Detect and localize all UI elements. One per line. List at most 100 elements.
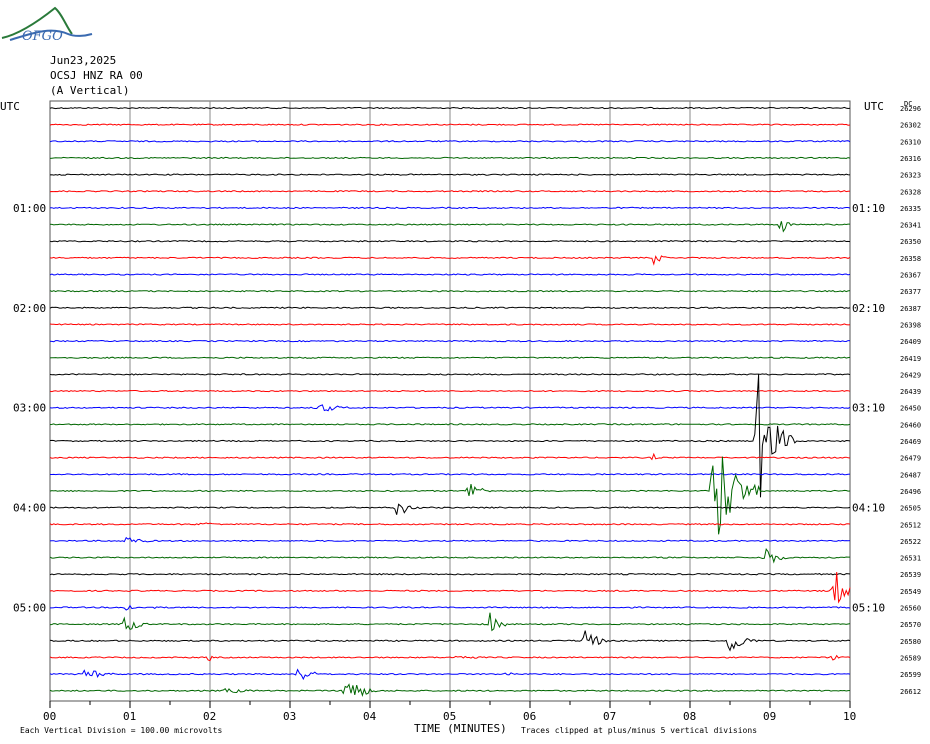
- seismic-trace: [49, 503, 851, 515]
- seismic-trace: [49, 612, 851, 632]
- dc-offset-label: 26377: [900, 288, 921, 296]
- x-tick-label: 03: [283, 710, 296, 723]
- x-axis-title: TIME (MINUTES): [414, 722, 507, 735]
- seismic-trace: [49, 221, 850, 233]
- dc-offset-label: 26612: [900, 688, 921, 696]
- seismic-trace: [49, 190, 851, 193]
- seismic-trace: [49, 356, 851, 359]
- seismic-trace: [49, 290, 851, 293]
- left-hour-label: 02:00: [13, 302, 46, 315]
- dc-offset-label: 26469: [900, 438, 921, 446]
- seismic-trace: [49, 389, 851, 393]
- dc-offset-label: 26570: [900, 621, 921, 629]
- dc-offset-label: 26398: [900, 321, 921, 329]
- dc-offset-label: 26560: [900, 605, 921, 613]
- dc-offset-label: 26419: [900, 355, 921, 363]
- dc-label: DC: [904, 100, 912, 108]
- seismic-trace: [49, 404, 851, 412]
- dc-offset-label: 26341: [900, 222, 921, 230]
- logo-text: OFGO: [22, 29, 63, 44]
- date-label: Jun23,2025: [50, 54, 117, 67]
- dc-offset-label: 26531: [900, 555, 921, 563]
- x-tick-label: 05: [443, 710, 456, 723]
- seismic-trace: [49, 106, 851, 110]
- seismic-trace: [49, 123, 851, 126]
- left-hour-label: 03:00: [13, 402, 46, 415]
- dc-offset-label: 26302: [900, 122, 921, 130]
- seismic-trace: [49, 173, 851, 176]
- x-tick-label: 04: [363, 710, 377, 723]
- dc-offset-label: 26460: [900, 421, 921, 429]
- seismic-trace: [50, 473, 851, 476]
- seismic-trace: [49, 683, 851, 697]
- right-hour-label: 04:10: [852, 502, 885, 515]
- seismic-trace: [50, 604, 851, 611]
- seismic-trace: [49, 273, 851, 276]
- x-tick-label: 09: [763, 710, 776, 723]
- seismic-trace: [49, 374, 851, 498]
- dc-offset-label: 26496: [900, 488, 921, 496]
- x-tick-label: 10: [843, 710, 856, 723]
- seismic-trace: [49, 206, 851, 210]
- dc-offset-label: 26539: [900, 571, 921, 579]
- seismic-trace: [49, 373, 851, 376]
- right-utc-label: UTC: [864, 100, 884, 113]
- seismic-trace: [49, 240, 851, 243]
- seismic-trace: [49, 423, 851, 426]
- x-tick-label: 02: [203, 710, 216, 723]
- right-hour-label: 03:10: [852, 402, 885, 415]
- dc-offset-label: 26487: [900, 471, 921, 479]
- dc-offset-label: 26580: [900, 638, 921, 646]
- ofgo-logo: OFGO: [1, 6, 93, 44]
- x-tick-label: 06: [523, 710, 536, 723]
- dc-offset-label: 26439: [900, 388, 921, 396]
- dc-offset-label: 26599: [900, 671, 921, 679]
- dc-offset-label: 26450: [900, 405, 921, 413]
- seismic-trace: [49, 156, 851, 160]
- dc-offset-label: 26358: [900, 255, 921, 263]
- dc-offset-label: 26522: [900, 538, 921, 546]
- seismic-trace: [49, 456, 851, 535]
- dc-offset-label: 26367: [900, 272, 921, 280]
- dc-offset-label: 26549: [900, 588, 921, 596]
- seismic-trace: [49, 654, 851, 662]
- seismic-trace: [49, 522, 851, 526]
- seismic-trace: [49, 571, 851, 604]
- dc-offset-label: 26479: [900, 455, 921, 463]
- left-hour-label: 01:00: [13, 202, 46, 215]
- dc-offset-label: 26505: [900, 505, 921, 513]
- x-tick-label: 08: [683, 710, 696, 723]
- seismic-trace: [49, 536, 851, 543]
- dc-offset-label: 26335: [900, 205, 921, 213]
- component-label: (A Vertical): [50, 84, 130, 97]
- dc-offset-label: 26429: [900, 371, 921, 379]
- dc-offset-label: 26296: [900, 105, 921, 113]
- right-hour-label: 05:10: [852, 602, 885, 615]
- x-tick-label: 07: [603, 710, 616, 723]
- seismic-trace: [49, 323, 851, 326]
- seismic-trace: [49, 630, 851, 652]
- right-hour-label: 02:10: [852, 302, 885, 315]
- dc-offset-label: 26512: [900, 521, 921, 529]
- seismic-trace: [49, 548, 850, 564]
- scale-note: Each Vertical Division = 100.00 microvol…: [20, 726, 222, 735]
- left-hour-label: 05:00: [13, 602, 46, 615]
- seismic-trace: [49, 452, 851, 461]
- seismic-trace: [49, 339, 851, 343]
- dc-offset-label: 26316: [900, 155, 921, 163]
- seismic-trace: [49, 573, 851, 576]
- dc-offset-label: 26323: [900, 172, 921, 180]
- seismic-trace: [49, 668, 851, 681]
- left-utc-label: UTC: [0, 100, 20, 113]
- seismic-trace: [49, 140, 851, 143]
- seismic-trace: [49, 306, 851, 309]
- x-tick-label: 01: [123, 710, 136, 723]
- x-tick-label: 00: [43, 710, 56, 723]
- dc-offset-label: 26409: [900, 338, 921, 346]
- station-label: OCSJ HNZ RA 00: [50, 69, 143, 82]
- dc-offset-label: 26387: [900, 305, 921, 313]
- dc-offset-label: 26350: [900, 238, 921, 246]
- clip-note: Traces clipped at plus/minus 5 vertical …: [521, 726, 757, 735]
- seismic-trace: [49, 255, 851, 266]
